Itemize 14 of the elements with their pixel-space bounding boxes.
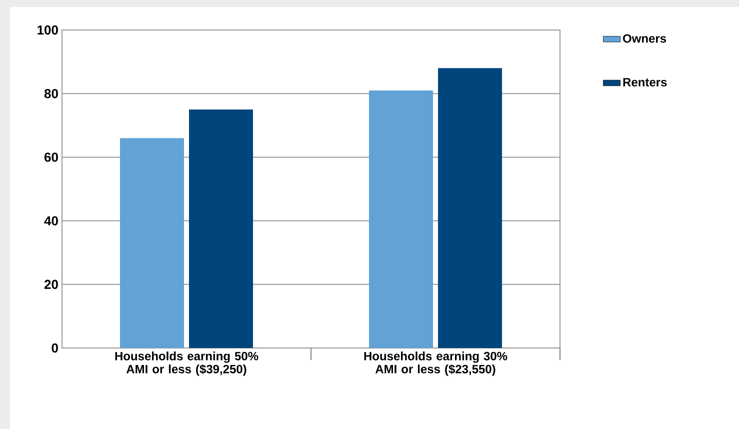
x-tick-label: Households earning 30% AMI or less ($23,550) — [364, 352, 508, 376]
bar — [189, 110, 254, 348]
legend-label: Renters — [623, 78, 667, 86]
x-tick-label: Households earning 50% AMI or less ($39,250) — [115, 352, 258, 376]
bar — [369, 90, 434, 348]
y-tick-label: 80 — [44, 88, 58, 98]
legend-label: Owners — [623, 34, 666, 43]
bar — [120, 138, 184, 348]
y-tick-label: 100 — [38, 25, 58, 35]
y-tick-label: 20 — [44, 280, 58, 289]
y-tick-label: 40 — [44, 216, 58, 226]
y-tick-label: 0 — [52, 343, 58, 353]
y-tick-label: 60 — [44, 152, 58, 162]
bar — [438, 68, 502, 348]
